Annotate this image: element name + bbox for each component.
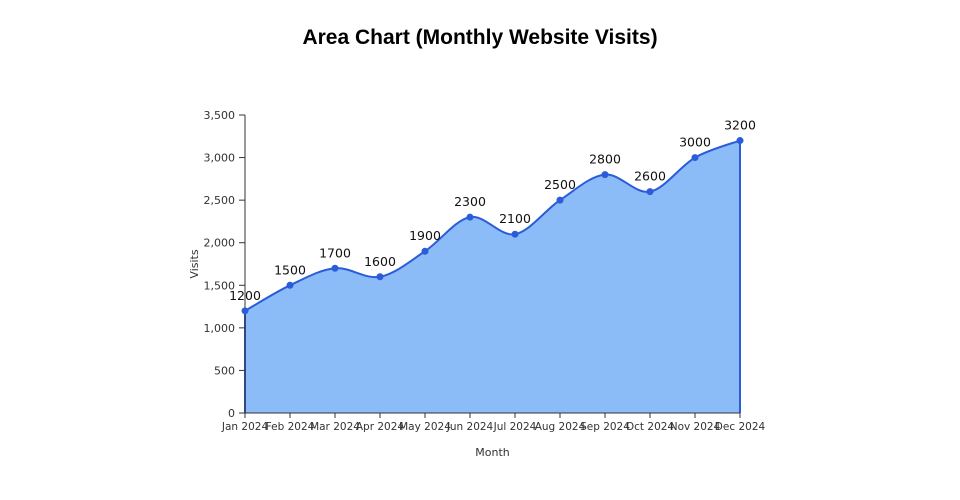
data-label: 2600 — [634, 169, 666, 184]
x-tick-label: May 2024 — [399, 421, 451, 433]
data-point — [511, 230, 519, 238]
data-label: 2500 — [544, 177, 576, 192]
data-label: 2800 — [589, 152, 621, 167]
data-label: 3200 — [724, 118, 756, 133]
y-tick-label: 500 — [214, 364, 235, 377]
data-point — [601, 171, 609, 179]
data-label: 1600 — [364, 254, 396, 269]
x-tick-label: Dec 2024 — [715, 421, 766, 433]
data-label: 2300 — [454, 194, 486, 209]
y-tick-label: 3,500 — [204, 109, 236, 122]
area-fill — [245, 140, 740, 413]
y-tick-label: 0 — [228, 407, 235, 420]
y-tick-label: 2,000 — [204, 237, 236, 250]
data-point — [376, 273, 384, 281]
x-tick-label: Jul 2024 — [493, 421, 537, 433]
x-tick-label: Feb 2024 — [266, 421, 315, 433]
y-tick-label: 1,000 — [204, 322, 236, 335]
y-tick-label: 2,500 — [204, 194, 236, 207]
data-point — [241, 307, 249, 315]
y-tick-label: 3,000 — [204, 152, 236, 165]
chart-container: 0 500 1,000 1,500 2,000 2,500 3,000 3,500 Jan 20… — [0, 70, 960, 500]
chart-title: Area Chart (Monthly Website Visits) — [302, 26, 658, 49]
x-tick-label: Oct 2024 — [626, 421, 675, 433]
data-label: 1700 — [319, 245, 351, 260]
data-point — [331, 264, 339, 272]
data-point — [466, 213, 474, 221]
data-point — [646, 188, 654, 196]
data-point — [736, 137, 744, 145]
data-label: 1200 — [229, 288, 261, 303]
data-point — [556, 196, 564, 204]
data-label: 1500 — [274, 262, 306, 277]
data-label: 3000 — [679, 135, 711, 150]
area-line — [244, 139, 741, 413]
x-tick-label: Sep 2024 — [580, 421, 630, 433]
x-tick-label: Jan 2024 — [221, 421, 269, 433]
y-axis-title: Visits — [188, 249, 201, 278]
x-tick-label: Jun 2024 — [446, 421, 494, 433]
data-point — [691, 154, 699, 162]
x-tick-label: Aug 2024 — [535, 421, 586, 433]
data-point — [421, 247, 429, 255]
x-axis-title: Month — [475, 446, 510, 459]
data-label: 2100 — [499, 211, 531, 226]
x-tick-label: Mar 2024 — [310, 421, 360, 433]
data-label: 1900 — [409, 228, 441, 243]
x-tick-label: Nov 2024 — [670, 421, 721, 433]
area-chart-canvas: 0 500 1,000 1,500 2,000 2,500 3,000 3,500 Jan 20… — [188, 109, 766, 459]
x-tick-label: Apr 2024 — [356, 421, 405, 433]
y-tick-label: 1,500 — [204, 279, 236, 292]
data-point — [286, 281, 294, 289]
